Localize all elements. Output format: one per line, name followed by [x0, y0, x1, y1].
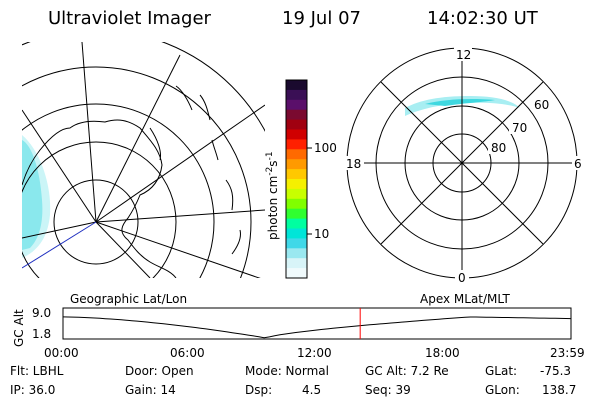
alt-axis-title: GC Alt — [12, 309, 26, 347]
glat-label: GLat: — [485, 364, 518, 378]
alt-axis-bottom: 1.8 — [32, 327, 51, 341]
colorbar-cell — [286, 198, 307, 210]
time-tick-0000: 00:00 — [44, 346, 79, 360]
dsp-label: Dsp: — [245, 383, 273, 397]
geographic-map — [22, 42, 265, 278]
image-time: 14:02:30 UT — [427, 8, 538, 29]
door-status: Door: Open — [125, 364, 194, 378]
colorbar-cell — [286, 238, 307, 249]
colorbar-cell — [286, 169, 307, 180]
colorbar-cell — [286, 129, 307, 140]
colorbar-cell — [286, 109, 307, 121]
timeline-right-label: Apex MLat/MLT — [420, 292, 510, 306]
satellite-track — [22, 221, 97, 269]
colorbar-cell — [286, 208, 307, 220]
mlt-label-0: 0 — [458, 271, 466, 285]
colorbar-cell — [286, 80, 307, 91]
gain-status: Gain: 14 — [125, 383, 176, 397]
seq-status: Seq: 39 — [365, 383, 411, 397]
filter-status: Flt: LBHL — [10, 364, 64, 378]
coastline — [22, 85, 241, 278]
mlt-label-18: 18 — [346, 157, 361, 171]
altitude-curve — [62, 316, 572, 339]
time-tick-0600: 06:00 — [170, 346, 205, 360]
colorbar-cell — [286, 149, 307, 160]
polar-plot: 12 0 18 6 60 70 80 — [342, 47, 586, 285]
aurora-emission-left-faint — [22, 135, 51, 258]
dsp-value: 4.5 — [302, 383, 322, 397]
colorbar-tick-100: 100 — [314, 141, 337, 155]
timeline-left-label: Geographic Lat/Lon — [70, 292, 187, 306]
mode-status: Mode: Normal — [245, 364, 329, 378]
time-tick-1800: 18:00 — [425, 346, 460, 360]
colorbar-cell — [286, 89, 307, 101]
colorbar-cell — [286, 119, 307, 130]
aurora-oval-emission — [405, 96, 520, 116]
longitude-lines — [22, 42, 265, 278]
gc-alt-status: GC Alt: 7.2 Re — [365, 364, 449, 378]
colorbar-cell — [286, 99, 307, 111]
colorbar-cell — [286, 139, 307, 150]
colorbar-cell — [286, 218, 307, 229]
aurora-oval-core — [425, 99, 495, 106]
colorbar-cell — [286, 188, 307, 200]
instrument-title: Ultraviolet Imager — [48, 8, 211, 29]
mlt-label-12: 12 — [456, 48, 471, 62]
mlt-label-6: 6 — [574, 157, 582, 171]
altitude-timeline: Geographic Lat/Lon Apex MLat/MLT 9.0 1.8… — [12, 292, 585, 360]
glat-value: -75.3 — [540, 364, 572, 378]
colorbar-cell — [286, 179, 307, 190]
glon-value: 138.7 — [542, 383, 577, 397]
colorbar: 100 10 photon cm-2s-1 — [265, 79, 337, 279]
glon-label: GLon: — [485, 383, 520, 397]
colorbar-frame — [285, 79, 308, 279]
time-tick-1200: 12:00 — [297, 346, 332, 360]
colorbar-unit-label: photon cm-2s-1 — [265, 151, 280, 240]
colorbar-cell — [286, 248, 307, 259]
mlat-label-60: 60 — [534, 98, 549, 112]
colorbar-cell — [286, 268, 307, 279]
image-date: 19 Jul 07 — [282, 8, 361, 29]
mlat-label-80: 80 — [491, 141, 506, 155]
timeline-frame — [62, 307, 572, 340]
colorbar-tick-10: 10 — [314, 227, 329, 241]
time-tick-2359: 23:59 — [550, 346, 585, 360]
latitude-circles — [22, 42, 265, 278]
colorbar-cell — [286, 258, 307, 269]
colorbar-cell — [286, 159, 307, 170]
ip-status: IP: 36.0 — [10, 383, 56, 397]
colorbar-cell — [286, 228, 307, 239]
alt-axis-top: 9.0 — [32, 306, 51, 320]
mlat-label-70: 70 — [512, 121, 527, 135]
